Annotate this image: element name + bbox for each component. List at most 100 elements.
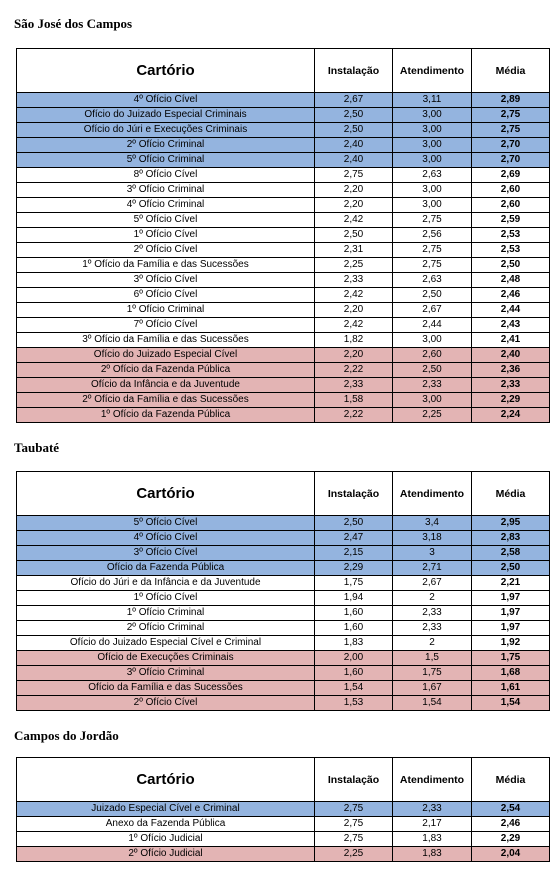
cartorio-cell: 3º Ofício da Família e das Sucessões [16, 332, 315, 348]
media-cell: 2,21 [471, 575, 550, 591]
instalacao-cell: 1,60 [314, 665, 393, 681]
instalacao-cell: 2,33 [314, 272, 393, 288]
instalacao-cell: 1,94 [314, 590, 393, 606]
table-row: 5º Ofício Cível 2,50 3,4 2,95 [16, 515, 550, 531]
table-header-row: Cartório Instalação Atendimento Média [16, 471, 550, 516]
instalacao-cell: 1,58 [314, 392, 393, 408]
table-row: 8º Ofício Cível 2,75 2,63 2,69 [16, 167, 550, 183]
cartorio-cell: 2º Ofício Judicial [16, 846, 315, 862]
cartorio-cell: Ofício do Júri e Execuções Criminais [16, 122, 315, 138]
atendimento-cell: 2,33 [392, 620, 472, 636]
media-cell: 2,04 [471, 846, 550, 862]
instalacao-cell: 2,20 [314, 197, 393, 213]
media-cell: 2,46 [471, 816, 550, 832]
instalacao-cell: 2,29 [314, 560, 393, 576]
cartorio-cell: 4º Ofício Criminal [16, 197, 315, 213]
atendimento-cell: 2,60 [392, 347, 472, 363]
cartorio-cell: 1º Ofício Cível [16, 590, 315, 606]
section-title: Taubaté [14, 440, 60, 455]
table-row: Juizado Especial Cível e Criminal 2,75 2,3… [16, 801, 550, 817]
media-cell: 2,29 [471, 392, 550, 408]
atendimento-cell: 3,11 [392, 92, 472, 108]
cartorio-cell: 2º Ofício Criminal [16, 620, 315, 636]
instalacao-cell: 2,75 [314, 831, 393, 847]
table-row: 4º Ofício Criminal 2,20 3,00 2,60 [16, 197, 550, 213]
table-row: Ofício do Juizado Especial Cível 2,20 2,60… [16, 347, 550, 363]
table-row: 2º Ofício da Família e das Sucessões 1,58… [16, 392, 550, 408]
instalacao-cell: 2,20 [314, 347, 393, 363]
table-row: 2º Ofício Judicial 2,25 1,83 2,04 [16, 846, 550, 862]
instalacao-cell: 1,82 [314, 332, 393, 348]
table-row: 7º Ofício Cível 2,42 2,44 2,43 [16, 317, 550, 333]
atendimento-cell: 3,00 [392, 197, 472, 213]
instalacao-cell: 1,60 [314, 620, 393, 636]
section-title: Campos do Jordão [14, 728, 119, 743]
media-cell: 2,53 [471, 227, 550, 243]
cartorio-cell: 4º Ofício Cível [16, 92, 315, 108]
ranking-table: Cartório Instalação Atendimento Média 4º Ofí… [16, 48, 550, 423]
table-header-row: Cartório Instalação Atendimento Média [16, 757, 550, 802]
name-column-header: Cartório [16, 757, 315, 802]
cartorio-cell: Ofício do Juizado Especial Cível [16, 347, 315, 363]
atendimento-cell: 2 [392, 590, 472, 606]
instalacao-cell: 2,42 [314, 212, 393, 228]
atendimento-cell: 3,00 [392, 332, 472, 348]
avg-column-header: Média [471, 48, 550, 93]
cartorio-cell: Ofício da Fazenda Pública [16, 560, 315, 576]
media-cell: 2,75 [471, 107, 550, 123]
table-row: Ofício da Fazenda Pública 2,29 2,71 2,50 [16, 560, 550, 576]
atendimento-cell: 1,5 [392, 650, 472, 666]
instalacao-cell: 1,60 [314, 605, 393, 621]
media-cell: 2,53 [471, 242, 550, 258]
instalacao-cell: 1,53 [314, 695, 393, 711]
instalacao-cell: 2,75 [314, 801, 393, 817]
cartorio-cell: Ofício da Infância e da Juventude [16, 377, 315, 393]
cartorio-cell: Ofício do Juizado Especial Cível e Crimi… [16, 635, 315, 651]
instalacao-cell: 2,40 [314, 152, 393, 168]
table-row: Ofício do Juizado Especial Cível e Crimi… [16, 635, 550, 651]
table-row: Ofício do Júri e Execuções Criminais 2,50… [16, 122, 550, 138]
cartorio-cell: 2º Ofício Cível [16, 242, 315, 258]
table-row: 4º Ofício Cível 2,67 3,11 2,89 [16, 92, 550, 108]
table-header-row: Cartório Instalação Atendimento Média [16, 48, 550, 93]
ranking-table: Cartório Instalação Atendimento Média Juizad… [16, 757, 550, 862]
atendimento-cell: 3,18 [392, 530, 472, 546]
table-row: 4º Ofício Cível 2,47 3,18 2,83 [16, 530, 550, 546]
cartorio-cell: 1º Ofício da Fazenda Pública [16, 407, 315, 423]
cartorio-cell: 1º Ofício Cível [16, 227, 315, 243]
media-cell: 2,24 [471, 407, 550, 423]
atendimento-cell: 2,50 [392, 287, 472, 303]
media-cell: 2,59 [471, 212, 550, 228]
name-column-header: Cartório [16, 48, 315, 93]
media-cell: 2,50 [471, 560, 550, 576]
atendimento-cell: 2,25 [392, 407, 472, 423]
table-row: 1º Ofício Criminal 2,20 2,67 2,44 [16, 302, 550, 318]
instalacao-cell: 1,54 [314, 680, 393, 696]
cartorio-cell: Anexo da Fazenda Pública [16, 816, 315, 832]
instalacao-cell: 2,22 [314, 362, 393, 378]
media-cell: 1,54 [471, 695, 550, 711]
table-row: 1º Ofício da Fazenda Pública 2,22 2,25 2,24 [16, 407, 550, 423]
instalacao-cell: 2,42 [314, 317, 393, 333]
instalacao-cell: 2,25 [314, 257, 393, 273]
atendimento-cell: 2,63 [392, 272, 472, 288]
instalacao-cell: 2,31 [314, 242, 393, 258]
media-cell: 2,89 [471, 92, 550, 108]
cartorio-cell: 3º Ofício Cível [16, 272, 315, 288]
table-row: Ofício da Infância e da Juventude 2,33 2,3… [16, 377, 550, 393]
cartorio-cell: 2º Ofício da Família e das Sucessões [16, 392, 315, 408]
install-column-header: Instalação [314, 471, 393, 516]
cartorio-cell: 2º Ofício Criminal [16, 137, 315, 153]
cartorio-cell: 5º Ofício Cível [16, 515, 315, 531]
instalacao-cell: 2,40 [314, 137, 393, 153]
install-column-header: Instalação [314, 48, 393, 93]
media-cell: 1,97 [471, 605, 550, 621]
table-row: 5º Ofício Criminal 2,40 3,00 2,70 [16, 152, 550, 168]
media-cell: 2,69 [471, 167, 550, 183]
table-row: Ofício do Júri e da Infância e da Juvent… [16, 575, 550, 591]
atendimento-cell: 3,4 [392, 515, 472, 531]
atendimento-cell: 2,75 [392, 242, 472, 258]
cartorio-cell: 1º Ofício da Família e das Sucessões [16, 257, 315, 273]
media-cell: 2,44 [471, 302, 550, 318]
atendimento-cell: 1,83 [392, 846, 472, 862]
